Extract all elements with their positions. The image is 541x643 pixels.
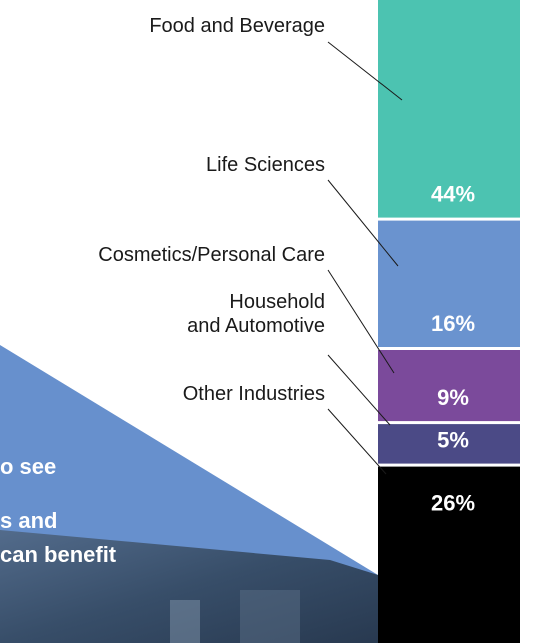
headline-fragment: can benefit — [0, 542, 117, 567]
headline-fragment: o see — [0, 454, 56, 479]
callout-line — [327, 408, 387, 475]
category-label: Cosmetics/Personal Care — [98, 244, 325, 266]
photo-detail — [170, 600, 200, 643]
value-label: 5% — [437, 427, 469, 452]
callout-line — [327, 179, 399, 267]
category-label: Household and Automotive — [187, 291, 325, 337]
category-label: Other Industries — [182, 383, 325, 405]
callout-line — [327, 41, 403, 101]
category-label: Food and Beverage — [149, 15, 325, 37]
callout-line — [327, 269, 395, 374]
bar-segment — [378, 220, 520, 347]
photo-detail — [240, 590, 300, 643]
value-label: 9% — [437, 385, 469, 410]
value-label: 16% — [431, 311, 475, 336]
value-label: 44% — [431, 181, 475, 206]
headline-fragment: s and — [0, 508, 57, 533]
bar-segment — [378, 466, 520, 643]
bar-segment — [378, 0, 520, 218]
callout-line — [327, 354, 391, 426]
bar-segment — [378, 424, 520, 464]
bar-segment — [378, 350, 520, 422]
value-label: 26% — [431, 490, 475, 515]
category-label: Life Sciences — [206, 154, 325, 176]
